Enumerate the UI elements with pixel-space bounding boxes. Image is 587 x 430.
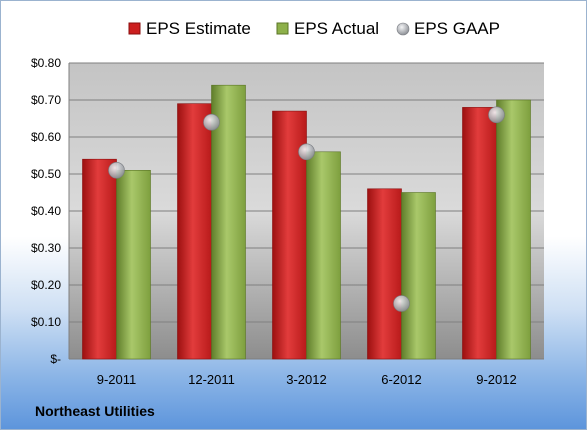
- legend-swatch: [396, 22, 410, 36]
- x-tick-label: 12-2011: [188, 372, 235, 387]
- y-tick-label: $0.50: [31, 167, 61, 181]
- y-tick-label: $0.80: [31, 56, 61, 70]
- marker-eps-gaap: [298, 143, 315, 161]
- marker-eps-gaap: [393, 295, 410, 312]
- x-tick-label: 9-2011: [97, 372, 137, 387]
- y-tick-label: $0.20: [31, 278, 61, 292]
- bar-eps-actual: [211, 84, 246, 360]
- marker-eps-gaap: [488, 106, 505, 124]
- bar-eps-actual: [116, 170, 151, 360]
- y-tick-label: $-: [50, 352, 61, 366]
- legend-swatch: [276, 22, 289, 35]
- legend-label: EPS Estimate: [146, 19, 251, 38]
- bar-eps-estimate: [82, 158, 117, 360]
- bar-eps-actual: [496, 99, 531, 360]
- bar-eps-estimate: [177, 103, 212, 360]
- legend-swatch: [128, 22, 141, 35]
- marker-eps-gaap: [108, 162, 125, 179]
- y-tick-label: $0.30: [31, 241, 61, 255]
- bar-eps-actual: [306, 151, 341, 360]
- marker-eps-gaap: [203, 113, 220, 131]
- y-tick-label: $0.60: [31, 130, 61, 144]
- legend-label: EPS GAAP: [414, 19, 500, 38]
- y-tick-label: $0.10: [31, 315, 61, 329]
- company-name: Northeast Utilities: [35, 403, 155, 419]
- y-tick-label: $0.70: [31, 93, 61, 107]
- y-tick-label: $0.40: [31, 204, 61, 218]
- legend-label: EPS Actual: [294, 19, 379, 38]
- x-tick-label: 6-2012: [381, 372, 421, 387]
- bar-eps-estimate: [462, 107, 497, 360]
- x-tick-label: 9-2012: [476, 372, 516, 387]
- bar-eps-estimate: [367, 188, 402, 360]
- bar-eps-actual: [401, 192, 436, 360]
- x-tick-label: 3-2012: [286, 372, 326, 387]
